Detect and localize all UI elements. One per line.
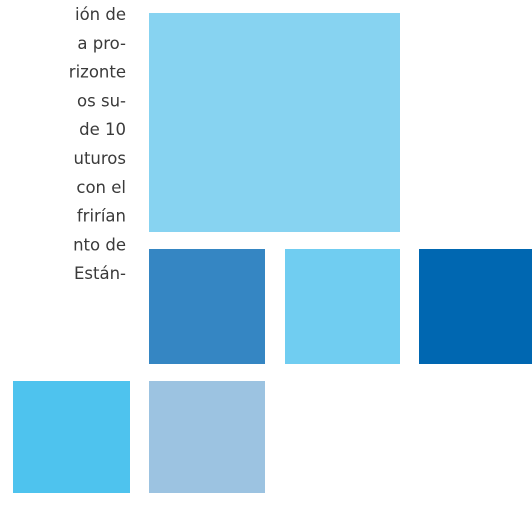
text-line: uturos	[74, 149, 127, 168]
text-line: ión de	[75, 5, 126, 24]
tile	[149, 381, 265, 493]
text-line: Están-	[74, 264, 126, 283]
text-line: os su-	[77, 91, 126, 110]
text-line: nto de	[73, 235, 126, 254]
text-line: con el	[76, 178, 126, 197]
text-line: a pro-	[77, 34, 126, 53]
tile	[149, 13, 400, 232]
text-column: ión de a pro-rizonte os su-de 10 uturos con …	[69, 5, 126, 283]
tile	[285, 249, 400, 364]
tile	[13, 381, 130, 493]
text-line: frirían	[77, 207, 126, 226]
tile	[149, 249, 265, 364]
tile	[419, 249, 532, 364]
text-line: rizonte	[69, 63, 126, 82]
text-line: de 10	[79, 120, 126, 139]
